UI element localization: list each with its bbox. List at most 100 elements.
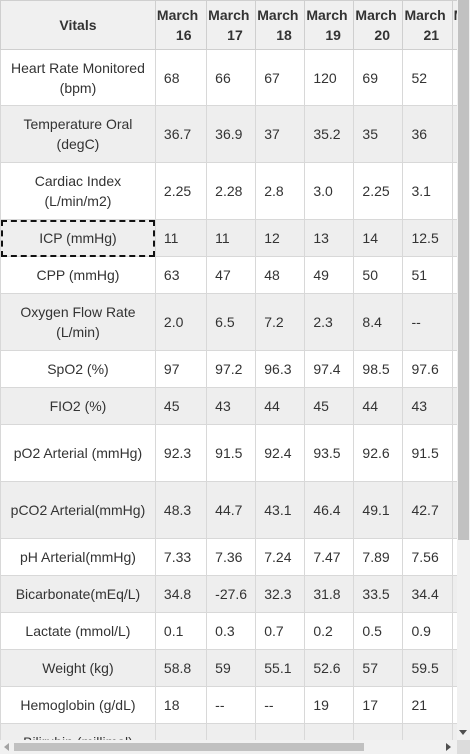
column-header-vitals[interactable]: Vitals — [0, 0, 156, 50]
table-cell[interactable]: 7.36 — [206, 538, 257, 576]
table-cell[interactable]: 36.7 — [154, 105, 208, 163]
table-cell[interactable]: 37 — [255, 105, 306, 163]
scroll-right-arrow-icon[interactable] — [446, 743, 451, 751]
column-header-date[interactable]: March 21 — [402, 0, 453, 50]
table-cell[interactable]: 97.2 — [206, 350, 257, 388]
table-cell[interactable]: 93.5 — [304, 424, 355, 482]
table-cell[interactable]: 7.89 — [353, 538, 404, 576]
table-cell[interactable]: 14 — [353, 219, 404, 257]
column-header-date[interactable]: March 18 — [255, 0, 306, 50]
table-cell[interactable]: 57 — [353, 649, 404, 687]
table-cell[interactable]: 12.5 — [402, 219, 453, 257]
table-cell[interactable]: 48.3 — [154, 481, 208, 539]
row-label[interactable]: SpO2 (%) — [0, 350, 156, 388]
row-label[interactable]: Lactate (mmol/L) — [0, 612, 156, 650]
vertical-scrollbar-thumb[interactable] — [458, 0, 469, 540]
table-cell[interactable]: 43 — [206, 387, 257, 425]
table-cell[interactable]: 44 — [353, 387, 404, 425]
table-cell[interactable]: 51 — [402, 256, 453, 294]
table-cell[interactable]: 34.8 — [154, 575, 208, 613]
table-cell[interactable]: 35.2 — [304, 105, 355, 163]
table-cell[interactable]: 2.8 — [255, 162, 306, 220]
table-cell[interactable]: 43 — [402, 387, 453, 425]
table-cell[interactable]: 36 — [402, 105, 453, 163]
table-cell[interactable]: 32.3 — [255, 575, 306, 613]
table-cell[interactable]: 31.8 — [304, 575, 355, 613]
table-cell[interactable]: 96.3 — [255, 350, 306, 388]
table-cell[interactable]: 12 — [255, 219, 306, 257]
table-cell[interactable]: 52 — [402, 49, 453, 106]
table-cell[interactable]: 97.6 — [402, 350, 453, 388]
table-cell[interactable]: 7.47 — [304, 538, 355, 576]
row-label[interactable]: pH Arterial(mmHg) — [0, 538, 156, 576]
table-cell[interactable]: -- — [255, 686, 306, 724]
table-cell[interactable] — [206, 723, 257, 740]
table-cell[interactable] — [304, 723, 355, 740]
table-cell[interactable]: 45 — [304, 387, 355, 425]
table-cell[interactable]: 18 — [154, 686, 208, 724]
table-cell[interactable]: 97.4 — [304, 350, 355, 388]
row-label[interactable]: pO2 Arterial (mmHg) — [0, 424, 156, 482]
table-cell[interactable]: 0.7 — [255, 612, 306, 650]
row-label[interactable]: ICP (mmHg) — [0, 219, 156, 257]
table-cell[interactable]: 35 — [353, 105, 404, 163]
table-cell[interactable]: 49.1 — [353, 481, 404, 539]
table-cell[interactable]: 7.56 — [402, 538, 453, 576]
table-cell[interactable] — [255, 723, 306, 740]
table-cell[interactable]: 92.3 — [154, 424, 208, 482]
table-cell[interactable]: 11 — [154, 219, 208, 257]
table-cell[interactable]: 44 — [255, 387, 306, 425]
table-cell[interactable]: 91.5 — [206, 424, 257, 482]
table-cell[interactable]: 7.2 — [255, 293, 306, 351]
table-cell[interactable]: 69 — [353, 49, 404, 106]
table-cell[interactable]: 2.28 — [206, 162, 257, 220]
row-label[interactable]: Temperature Oral (degC) — [0, 105, 156, 163]
table-cell[interactable] — [451, 723, 457, 740]
table-cell[interactable]: 2.0 — [154, 293, 208, 351]
table-cell[interactable]: 3.1 — [402, 162, 453, 220]
table-cell[interactable]: 120 — [304, 49, 355, 106]
table-cell[interactable]: 46.4 — [304, 481, 355, 539]
row-label[interactable]: pCO2 Arterial(mmHg) — [0, 481, 156, 539]
row-label[interactable]: Heart Rate Monitored (bpm) — [0, 49, 156, 106]
table-cell[interactable]: 21 — [402, 686, 453, 724]
table-cell[interactable]: -- — [402, 293, 453, 351]
table-cell[interactable]: 6.5 — [206, 293, 257, 351]
table-cell[interactable]: 0.9 — [402, 612, 453, 650]
column-header-date[interactable]: March 16 — [154, 0, 208, 50]
vitals-table-viewport[interactable]: Vitals March 16 March 17 March 18 March 19 March… — [0, 0, 457, 740]
row-label[interactable]: FIO2 (%) — [0, 387, 156, 425]
table-cell[interactable]: 47 — [206, 256, 257, 294]
column-header-date[interactable]: March 17 — [206, 0, 257, 50]
table-cell[interactable]: 34.4 — [402, 575, 453, 613]
table-cell[interactable]: 44.7 — [206, 481, 257, 539]
scroll-left-arrow-icon[interactable] — [4, 743, 9, 751]
table-cell[interactable]: 43.1 — [255, 481, 306, 539]
table-cell[interactable]: 33.5 — [353, 575, 404, 613]
table-cell[interactable]: 68 — [154, 49, 208, 106]
column-header-date[interactable]: March 19 — [304, 0, 355, 50]
horizontal-scrollbar-thumb[interactable] — [14, 743, 364, 751]
table-cell[interactable]: 50 — [353, 256, 404, 294]
table-cell[interactable]: 52.6 — [304, 649, 355, 687]
table-cell[interactable]: 3.0 — [304, 162, 355, 220]
row-label[interactable]: Oxygen Flow Rate (L/min) — [0, 293, 156, 351]
table-cell[interactable]: 2.3 — [304, 293, 355, 351]
row-label[interactable]: Weight (kg) — [0, 649, 156, 687]
table-cell[interactable]: 59 — [206, 649, 257, 687]
table-cell[interactable]: -- — [206, 686, 257, 724]
table-cell[interactable]: 36.9 — [206, 105, 257, 163]
column-header-date[interactable]: March 20 — [353, 0, 404, 50]
table-cell[interactable]: 2.25 — [154, 162, 208, 220]
table-cell[interactable]: 98.5 — [353, 350, 404, 388]
row-label[interactable]: Cardiac Index (L/min/m2) — [0, 162, 156, 220]
table-cell[interactable]: 0.5 — [353, 612, 404, 650]
table-cell[interactable]: 13 — [304, 219, 355, 257]
table-cell[interactable]: 8.4 — [353, 293, 404, 351]
table-cell[interactable]: 0.2 — [304, 612, 355, 650]
scroll-down-arrow-icon[interactable] — [459, 730, 467, 735]
table-cell[interactable]: 92.4 — [255, 424, 306, 482]
table-cell[interactable]: 55.1 — [255, 649, 306, 687]
table-cell[interactable]: 11 — [206, 219, 257, 257]
table-cell[interactable]: 7.24 — [255, 538, 306, 576]
